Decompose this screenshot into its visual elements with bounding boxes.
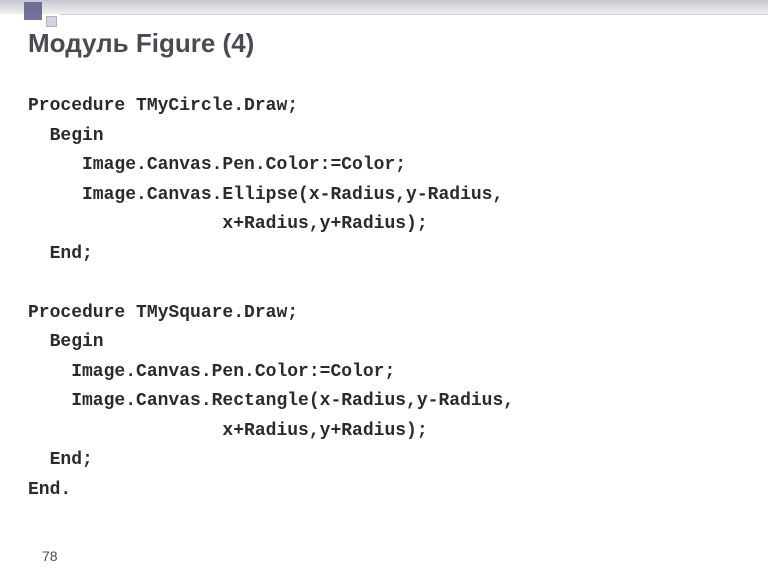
header-divider-line xyxy=(60,14,768,15)
slide-title: Модуль Figure (4) xyxy=(28,28,254,59)
decoration-square-small xyxy=(46,16,57,27)
header-gradient-bar xyxy=(0,0,768,14)
decoration-square-large xyxy=(24,2,42,20)
code-content: Procedure TMyCircle.Draw; Begin Image.Ca… xyxy=(28,92,740,505)
page-number: 78 xyxy=(42,548,58,564)
